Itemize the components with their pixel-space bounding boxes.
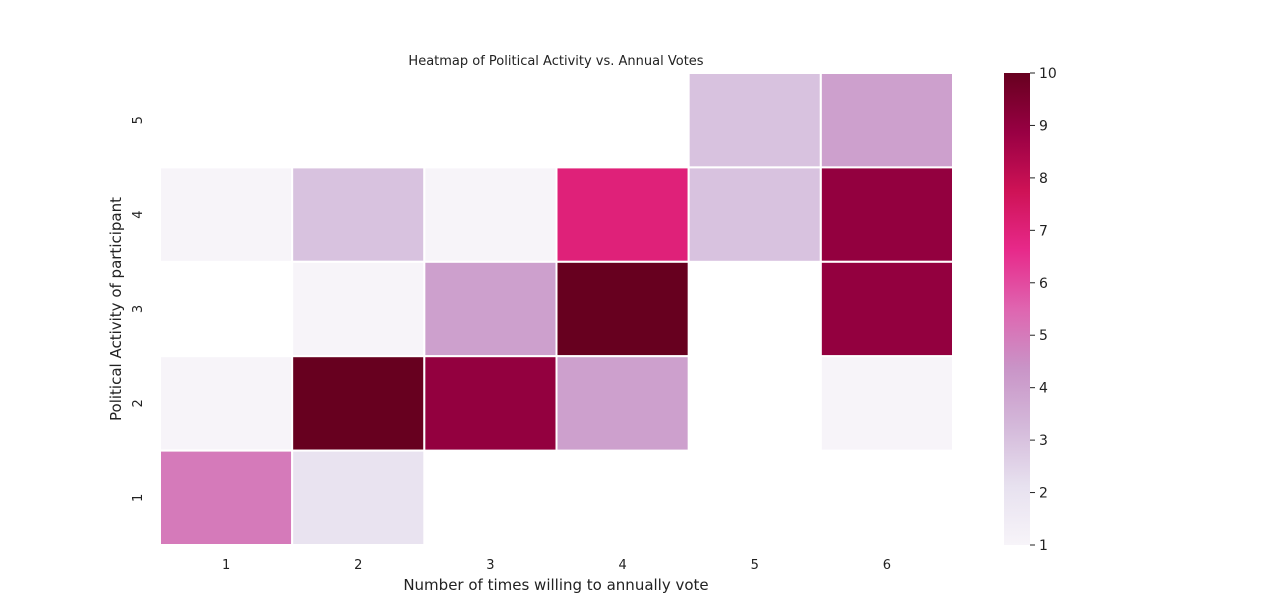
colorbar-tick-label: 5 [1039,328,1048,344]
heatmap-cell [159,449,294,547]
colorbar-tick-label: 3 [1039,433,1048,449]
heatmap-cell [687,72,822,169]
heatmap-cell [423,166,558,263]
heatmap-cell [819,260,954,358]
colorbar-tick-label: 8 [1039,171,1048,187]
colorbar-ticks: 1 2 3 4 5 6 7 8 9 10 [1030,66,1057,554]
y-axis-label: Political Activity of participant [107,197,125,421]
colorbar-tick-label: 9 [1039,118,1048,134]
heatmap-cell [819,355,954,452]
x-tick-labels: 1 2 3 4 5 6 [222,558,891,573]
heatmap-cell [555,355,690,452]
heatmap-cell [687,166,822,263]
heatmap-cell [291,260,426,358]
heatmap-cell [423,355,558,452]
heatmap-cell [819,72,954,169]
heatmap-cell [291,355,426,452]
x-axis-label: Number of times willing to annually vote [403,576,708,594]
heatmap-cell [819,166,954,263]
x-tick-label: 3 [486,558,494,573]
heatmap-cell [159,355,294,452]
y-tick-label: 4 [131,210,146,218]
y-tick-label: 2 [131,399,146,407]
y-tick-label: 5 [131,116,146,124]
y-tick-label: 3 [131,305,146,313]
heatmap-cell [555,166,690,263]
x-tick-label: 6 [883,558,891,573]
heatmap-cell [555,260,690,358]
colorbar-tick-label: 6 [1039,276,1048,292]
x-tick-label: 2 [354,558,362,573]
heatmap-cell [159,166,294,263]
x-tick-label: 1 [222,558,230,573]
chart-title: Heatmap of Political Activity vs. Annual… [408,54,703,69]
heatmap-cell [423,260,558,358]
colorbar-tick-label: 7 [1039,223,1048,239]
colorbar-tick-label: 2 [1039,486,1048,502]
colorbar [1004,73,1030,545]
heatmap-cells [159,72,954,547]
colorbar-tick-label: 4 [1039,381,1048,397]
heatmap-cell [291,166,426,263]
x-tick-label: 4 [618,558,626,573]
y-tick-label: 1 [131,494,146,502]
y-tick-labels: 5 4 3 2 1 [131,116,146,502]
heatmap-cell [291,449,426,547]
colorbar-tick-label: 10 [1039,66,1057,82]
colorbar-tick-label: 1 [1039,538,1048,554]
x-tick-label: 5 [751,558,759,573]
